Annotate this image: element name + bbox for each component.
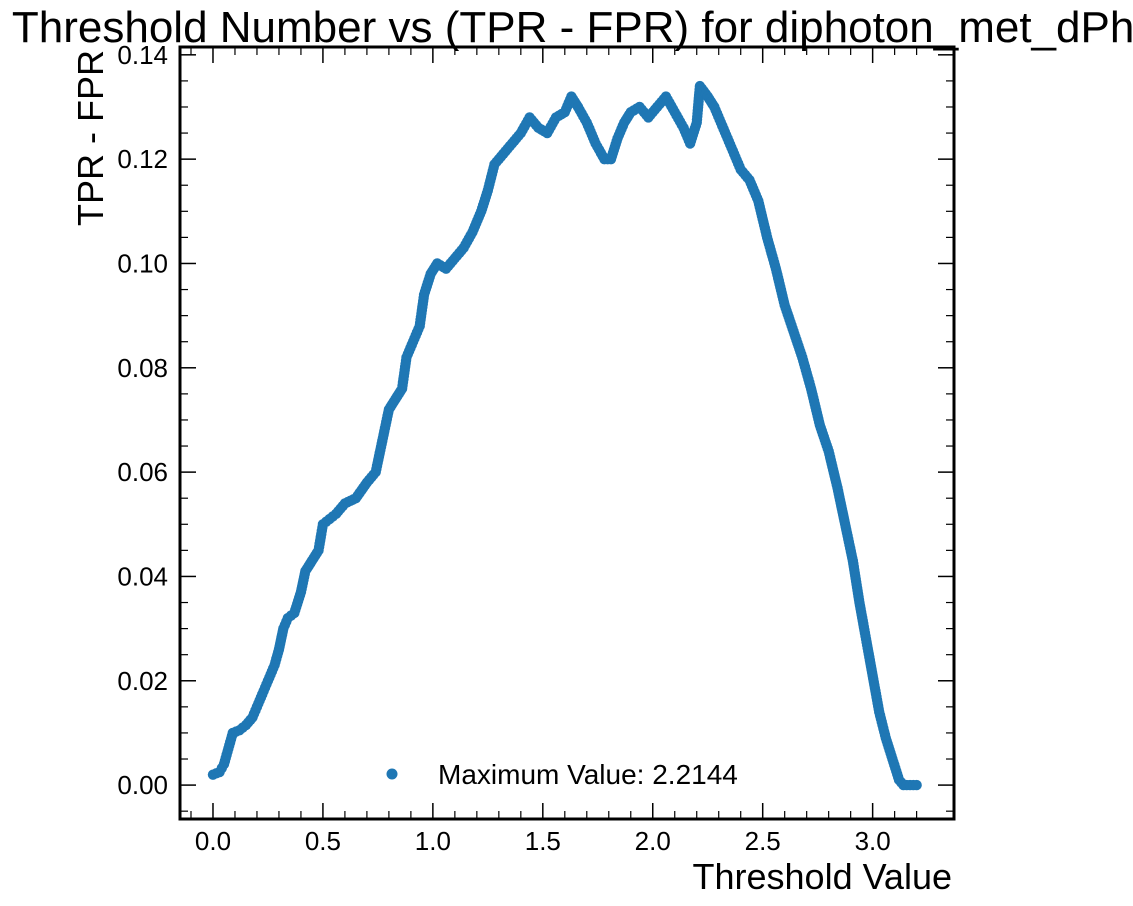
ticks bbox=[180, 47, 954, 819]
y-tick-label: 0.12 bbox=[117, 144, 168, 174]
data-points bbox=[207, 80, 922, 791]
y-tick-label: 0.04 bbox=[117, 561, 168, 591]
y-axis-label: TPR - FPR bbox=[70, 50, 111, 226]
y-tick-label: 0.14 bbox=[117, 40, 168, 70]
legend: Maximum Value: 2.2144 bbox=[386, 759, 738, 790]
x-axis-label: Threshold Value bbox=[693, 856, 953, 897]
chart-title: Threshold Number vs (TPR - FPR) for diph… bbox=[12, 3, 1133, 52]
x-tick-label: 0.5 bbox=[305, 826, 341, 856]
y-tick-label: 0.10 bbox=[117, 248, 168, 278]
data-point bbox=[911, 779, 922, 791]
y-tick-label: 0.06 bbox=[117, 457, 168, 487]
plot-frame bbox=[178, 45, 956, 821]
x-tick-label: 2.0 bbox=[635, 826, 671, 856]
y-tick-label: 0.02 bbox=[117, 666, 168, 696]
legend-label: Maximum Value: 2.2144 bbox=[438, 759, 738, 790]
x-tick-label: 1.0 bbox=[415, 826, 451, 856]
y-tick-label: 0.08 bbox=[117, 353, 168, 383]
tick-labels: 0.0 0.5 1.0 1.5 2.0 2.5 3.0 0.00 0.02 0.04 0.06 0.0… bbox=[117, 40, 890, 856]
x-tick-label: 1.5 bbox=[525, 826, 561, 856]
legend-marker bbox=[386, 768, 398, 780]
x-tick-label: 2.5 bbox=[745, 826, 781, 856]
y-tick-label: 0.00 bbox=[117, 770, 168, 800]
x-tick-label: 3.0 bbox=[855, 826, 891, 856]
x-tick-label: 0.0 bbox=[195, 826, 231, 856]
